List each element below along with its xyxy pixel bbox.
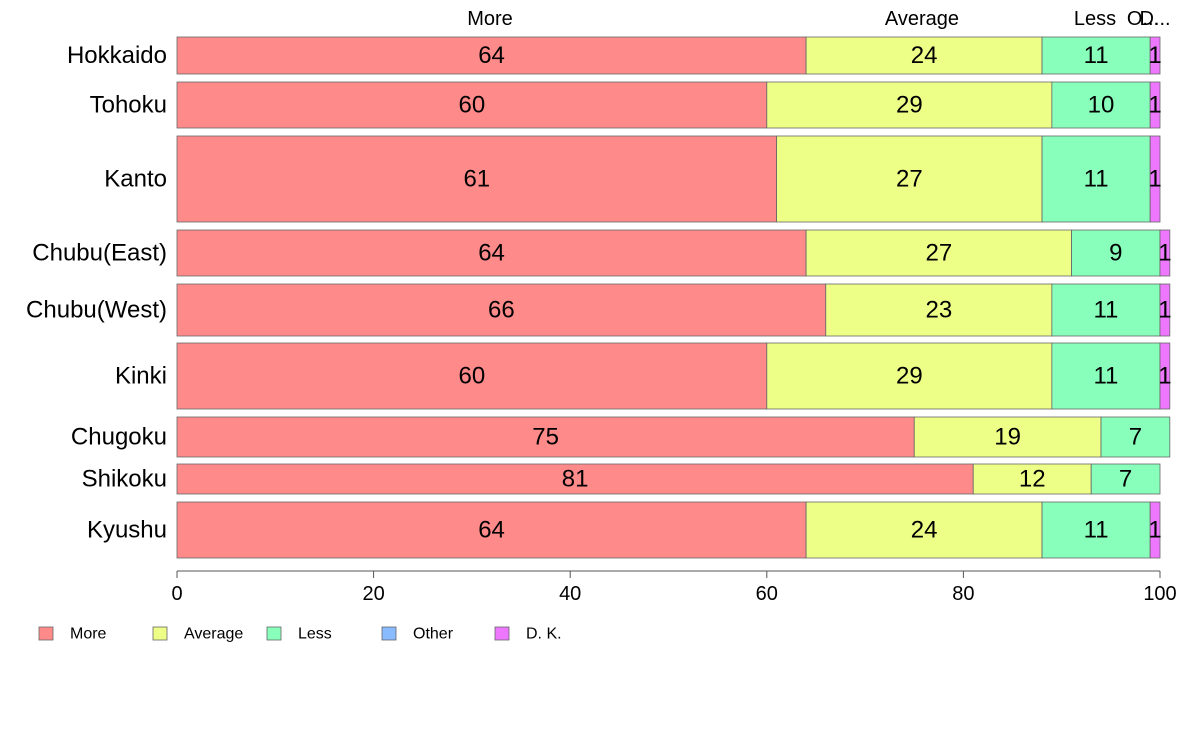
segment-value-label: 7: [1119, 466, 1132, 493]
bar-segment: [1041, 36, 1151, 75]
bar-segment: [176, 416, 915, 458]
segment-value-label: 11: [1093, 363, 1118, 390]
column-header-label: O...: [1127, 8, 1159, 30]
segment-value-label: 27: [925, 240, 952, 267]
bar-segment: [176, 283, 827, 337]
bar-segment: [1041, 501, 1151, 559]
bar-segment: [176, 81, 768, 129]
bar-segment: [1051, 283, 1161, 337]
category-label: Shikoku: [82, 466, 167, 493]
bar-segment: [1149, 81, 1161, 129]
legend-label: Other: [413, 626, 454, 643]
x-tick-label: 100: [1143, 583, 1176, 605]
segment-value-label: 75: [532, 424, 559, 451]
category-label: Chubu(East): [32, 240, 167, 267]
segment-value-label: 27: [896, 166, 923, 193]
segment-value-label: 11: [1084, 517, 1109, 544]
bar-segment: [1051, 81, 1151, 129]
segment-value-label: 23: [925, 297, 952, 324]
segment-value-label: 1: [1158, 240, 1171, 267]
segment-value-label: 66: [488, 297, 515, 324]
segment-value-label: 60: [459, 363, 486, 390]
bar-segment: [805, 36, 1043, 75]
bar-segment: [805, 229, 1072, 277]
segment-value-label: 1: [1148, 42, 1161, 69]
bar-segment: [176, 36, 807, 75]
category-label: Kinki: [115, 363, 167, 390]
x-tick-label: 0: [171, 583, 182, 605]
legend-label: Less: [298, 626, 332, 643]
segment-value-label: 12: [1019, 466, 1046, 493]
segment-value-label: 19: [994, 424, 1021, 451]
legend-label: D. K.: [526, 626, 562, 643]
column-header-label: Average: [885, 8, 959, 30]
segment-value-label: 64: [478, 42, 505, 69]
legend-swatch: [494, 626, 510, 641]
segment-value-label: 1: [1158, 297, 1171, 324]
legend-swatch: [381, 626, 397, 641]
legend-swatch: [266, 626, 282, 641]
category-label: Chugoku: [71, 424, 167, 451]
bar-segment: [1041, 135, 1151, 223]
bar-segment: [825, 283, 1053, 337]
bar-segment: [1149, 501, 1161, 559]
bar-segment: [1051, 342, 1161, 410]
bar-segment: [972, 463, 1092, 495]
column-header-label: D...: [1139, 8, 1170, 30]
segment-value-label: 1: [1148, 92, 1161, 119]
segment-value-label: 1: [1148, 166, 1161, 193]
bar-segment: [176, 135, 778, 223]
x-tick-label: 60: [756, 583, 778, 605]
segment-value-label: 60: [459, 92, 486, 119]
segment-value-label: 10: [1088, 92, 1115, 119]
segment-value-label: 29: [896, 363, 923, 390]
bar-segment: [805, 501, 1043, 559]
column-header-label: Less: [1074, 8, 1116, 30]
bar-segment: [1159, 229, 1171, 277]
bar-segment: [913, 416, 1102, 458]
bar-segment: [776, 135, 1043, 223]
bar-segment: [1100, 416, 1171, 458]
bar-segment: [1159, 283, 1171, 337]
category-label: Hokkaido: [67, 42, 167, 69]
segment-value-label: 1: [1158, 363, 1171, 390]
segment-value-label: 11: [1093, 297, 1118, 324]
legend-label: Average: [184, 626, 243, 643]
bar-segment: [176, 342, 768, 410]
category-label: Kanto: [104, 166, 167, 193]
segment-value-label: 29: [896, 92, 923, 119]
bar-segment: [766, 81, 1053, 129]
column-header-label: More: [467, 8, 513, 30]
segment-value-label: 81: [562, 466, 589, 493]
legend-swatch: [152, 626, 168, 641]
x-tick-label: 80: [952, 583, 974, 605]
segment-value-label: 1: [1148, 517, 1161, 544]
bar-segment: [766, 342, 1053, 410]
segment-value-label: 61: [463, 166, 490, 193]
bar-segment: [176, 229, 807, 277]
legend-swatch: [38, 626, 54, 641]
segment-value-label: 7: [1129, 424, 1142, 451]
bar-segment: [1159, 342, 1171, 410]
x-tick-label: 20: [362, 583, 384, 605]
legend-label: More: [70, 626, 107, 643]
category-label: Kyushu: [87, 517, 167, 544]
bar-segment: [1149, 135, 1161, 223]
segment-value-label: 11: [1084, 166, 1109, 193]
category-label: Tohoku: [90, 92, 167, 119]
segment-value-label: 11: [1084, 42, 1109, 69]
bar-segment: [1149, 36, 1161, 75]
segment-value-label: 24: [911, 517, 938, 544]
bar-segment: [176, 501, 807, 559]
category-label: Chubu(West): [26, 297, 167, 324]
bar-segment: [1090, 463, 1161, 495]
segment-value-label: 64: [478, 240, 505, 267]
segment-value-label: 9: [1109, 240, 1122, 267]
segment-value-label: 64: [478, 517, 505, 544]
segment-value-label: 24: [911, 42, 938, 69]
x-tick-label: 40: [559, 583, 581, 605]
